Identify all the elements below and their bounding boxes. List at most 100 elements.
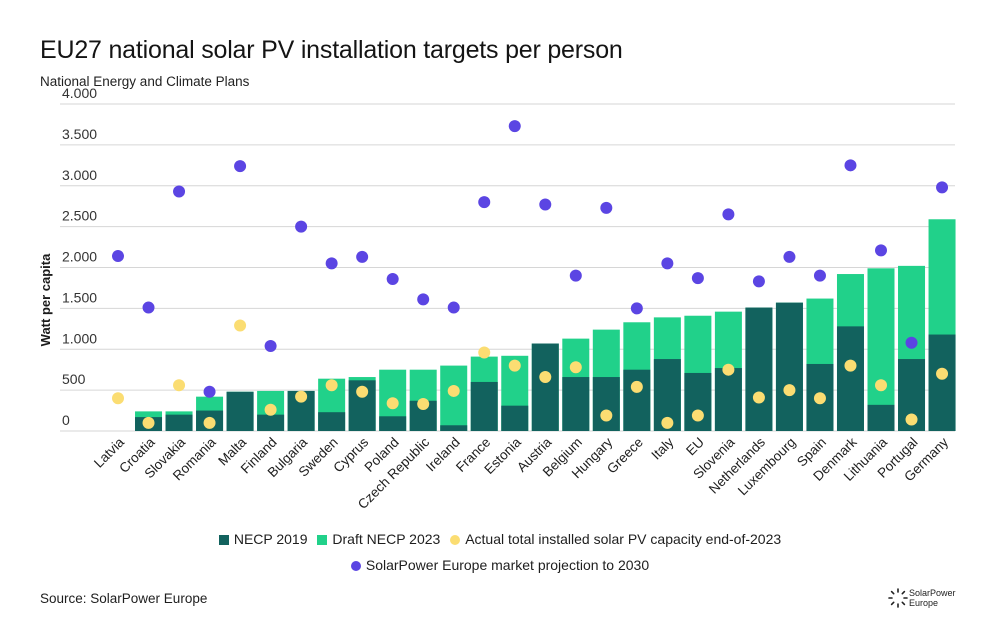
- chart-subtitle: National Energy and Climate Plans: [40, 74, 250, 89]
- bar-necp-2019-eu: [684, 372, 712, 431]
- point-market-projection-italy: [661, 257, 674, 270]
- bar-necp-2019-belgium: [562, 377, 590, 431]
- point-market-projection-eu: [691, 272, 704, 285]
- point-actual-installed-germany: [936, 367, 949, 380]
- point-actual-installed-czech-republic: [417, 398, 430, 411]
- y-tick-label-0: 0: [62, 412, 70, 428]
- point-market-projection-slovenia: [722, 208, 735, 221]
- legend-swatch-market-projection: [350, 561, 361, 571]
- legend-swatch-draft-necp-2023: [317, 535, 328, 545]
- bar-necp-2019-netherlands: [745, 307, 773, 431]
- point-actual-installed-belgium: [569, 361, 582, 374]
- point-actual-installed-austria: [539, 371, 552, 384]
- chart-title: EU27 national solar PV installation targ…: [40, 36, 623, 64]
- point-market-projection-poland: [386, 272, 399, 285]
- logo-text: SolarPower Europe: [909, 588, 956, 608]
- legend-item-market-projection: SolarPower Europe market projection to 2…: [350, 557, 650, 573]
- bar-necp-2019-finland: [257, 414, 285, 431]
- point-market-projection-sweden: [325, 257, 338, 270]
- y-tick-label-3500: 3.500: [62, 126, 97, 142]
- y-tick-label-1500: 1.500: [62, 289, 97, 305]
- point-market-projection-romania: [203, 385, 216, 398]
- bar-necp-2019-estonia: [501, 405, 529, 431]
- point-actual-installed-lithuania: [875, 379, 887, 392]
- point-actual-installed-finland: [264, 403, 277, 416]
- bar-necp-2019-greece: [623, 369, 651, 431]
- logo-text-line-1: SolarPower: [909, 588, 956, 598]
- point-market-projection-ireland: [447, 301, 460, 314]
- y-tick-label-500: 500: [62, 371, 86, 387]
- bar-necp-2019-ireland: [440, 425, 468, 431]
- point-actual-installed-sweden: [325, 379, 338, 392]
- point-actual-installed-malta: [234, 319, 247, 332]
- point-market-projection-austria: [539, 198, 552, 211]
- point-actual-installed-croatia: [142, 416, 155, 429]
- point-actual-installed-latvia: [112, 392, 124, 405]
- legend-item-necp-2019: NECP 2019: [218, 531, 308, 547]
- point-actual-installed-estonia: [508, 359, 521, 372]
- legend-label-necp-2019: NECP 2019: [233, 531, 308, 547]
- bar-necp-2019-slovenia: [714, 368, 742, 431]
- legend-item-actual-installed: Actual total installed solar PV capacity…: [450, 531, 781, 547]
- point-market-projection-luxembourg: [783, 250, 796, 263]
- point-market-projection-france: [478, 196, 491, 209]
- point-actual-installed-slovenia: [722, 363, 735, 376]
- point-actual-installed-netherlands: [752, 391, 765, 404]
- bar-necp-2019-slovakia: [165, 414, 193, 431]
- point-market-projection-germany: [936, 181, 949, 194]
- point-market-projection-denmark: [844, 159, 857, 172]
- point-market-projection-bulgaria: [295, 220, 308, 233]
- point-actual-installed-france: [478, 346, 491, 359]
- point-actual-installed-ireland: [447, 384, 460, 397]
- bar-draft-necp-2023-ireland: [440, 365, 468, 431]
- point-market-projection-finland: [264, 339, 277, 352]
- x-tick-label-italy: Italy: [648, 434, 676, 462]
- bar-necp-2019-sweden: [318, 412, 346, 431]
- x-tick-label-eu: EU: [683, 435, 707, 459]
- y-axis-title: Watt per capita: [38, 253, 53, 346]
- legend-label-actual-installed: Actual total installed solar PV capacity…: [465, 531, 782, 547]
- point-market-projection-netherlands: [752, 275, 765, 288]
- point-market-projection-spain: [813, 269, 826, 282]
- point-market-projection-portugal: [905, 336, 918, 349]
- bar-necp-2019-germany: [928, 334, 956, 431]
- y-tick-label-2000: 2.000: [62, 249, 97, 265]
- legend-row-2: SolarPower Europe market projection to 2…: [0, 557, 1000, 573]
- point-market-projection-latvia: [112, 250, 124, 263]
- bar-necp-2019-luxembourg: [775, 302, 803, 431]
- point-actual-installed-spain: [813, 392, 826, 405]
- bar-draft-necp-2023-lithuania: [867, 268, 895, 431]
- point-actual-installed-portugal: [905, 413, 918, 426]
- point-actual-installed-denmark: [844, 359, 857, 372]
- legend-row-1: NECP 2019 Draft NECP 2023 Actual total i…: [0, 531, 1000, 547]
- point-actual-installed-bulgaria: [295, 390, 308, 403]
- source-note: Source: SolarPower Europe: [40, 591, 208, 606]
- point-market-projection-hungary: [600, 201, 613, 214]
- point-actual-installed-cyprus: [356, 385, 369, 398]
- bar-necp-2019-france: [470, 381, 498, 431]
- point-market-projection-belgium: [569, 269, 582, 282]
- point-market-projection-czech-republic: [417, 293, 430, 306]
- legend-label-market-projection: SolarPower Europe market projection to 2…: [365, 557, 650, 573]
- point-market-projection-lithuania: [875, 244, 887, 257]
- series-market-projection: [112, 120, 949, 398]
- y-tick-label-2500: 2.500: [62, 208, 97, 224]
- y-axis-ticks: 0 500 1.000 1.500 2.000 2.500 3.000 3.500 4.000: [62, 85, 97, 428]
- point-actual-installed-hungary: [600, 409, 613, 422]
- bar-necp-2019-austria: [531, 343, 559, 431]
- point-market-projection-greece: [630, 302, 643, 315]
- y-tick-label-3000: 3.000: [62, 167, 97, 183]
- series-necp-2019: [135, 302, 956, 431]
- legend-swatch-actual-installed: [450, 535, 461, 545]
- point-actual-installed-slovakia: [173, 379, 186, 392]
- sun-icon: [888, 588, 908, 608]
- point-market-projection-cyprus: [356, 250, 369, 263]
- logo-text-line-2: Europe: [909, 598, 939, 608]
- point-actual-installed-romania: [203, 416, 216, 429]
- point-actual-installed-greece: [630, 380, 643, 393]
- point-market-projection-slovakia: [173, 185, 186, 198]
- legend-swatch-necp-2019: [218, 535, 229, 545]
- legend-label-draft-necp-2023: Draft NECP 2023: [332, 531, 441, 547]
- y-tick-label-1000: 1.000: [62, 330, 97, 346]
- bar-necp-2019-poland: [379, 416, 407, 431]
